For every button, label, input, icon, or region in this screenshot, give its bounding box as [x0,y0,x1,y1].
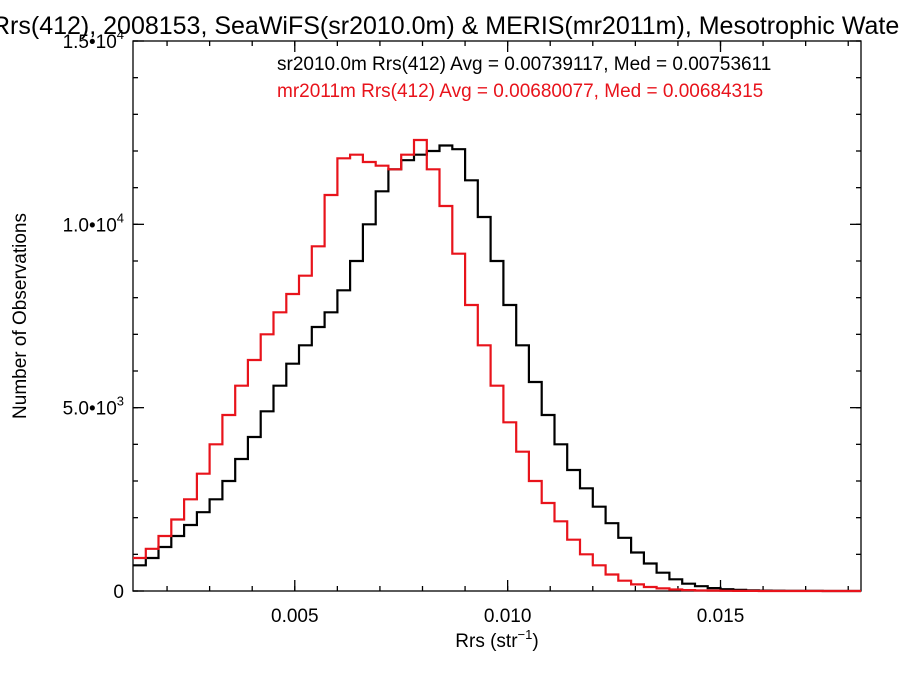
y-tick-label: 1.0•104 [63,210,124,236]
y-axis-label: Number of Observations [10,213,31,419]
legend-entry-mr2011: mr2011m Rrs(412) Avg = 0.00680077, Med =… [277,81,763,102]
y-tick-label: 5.0•103 [63,394,124,420]
plot-area [132,40,862,592]
y-tick-label: 1.5•104 [63,27,124,53]
y-tick-label: 0 [113,582,124,603]
x-tick-label: 0.010 [484,606,532,627]
data-series [133,138,861,593]
axis-tick-labels: 0.005 0.010 0.015 0 5.0•103 1.0•104 1.5•104 [63,27,745,627]
chart-title: Rrs(412), 2008153, SeaWiFS(sr2010.0m) & … [0,12,900,40]
x-axis-label: Rrs (str−1) [455,627,538,652]
series-line-mr2011m [133,138,861,593]
x-tick-label: 0.005 [271,606,319,627]
legend-entry-sr2010: sr2010.0m Rrs(412) Avg = 0.00739117, Med… [277,54,771,75]
axis-ticks [133,40,861,592]
series-line-sr2010.0m [133,144,861,593]
plot-frame [132,40,862,592]
x-axis-label-sup: −1 [518,627,533,642]
x-tick-label: 0.015 [697,606,745,627]
x-axis-label-base: Rrs (str [455,631,518,652]
x-axis-label-close: ) [532,631,538,652]
legend: sr2010.0m Rrs(412) Avg = 0.00739117, Med… [277,54,771,102]
